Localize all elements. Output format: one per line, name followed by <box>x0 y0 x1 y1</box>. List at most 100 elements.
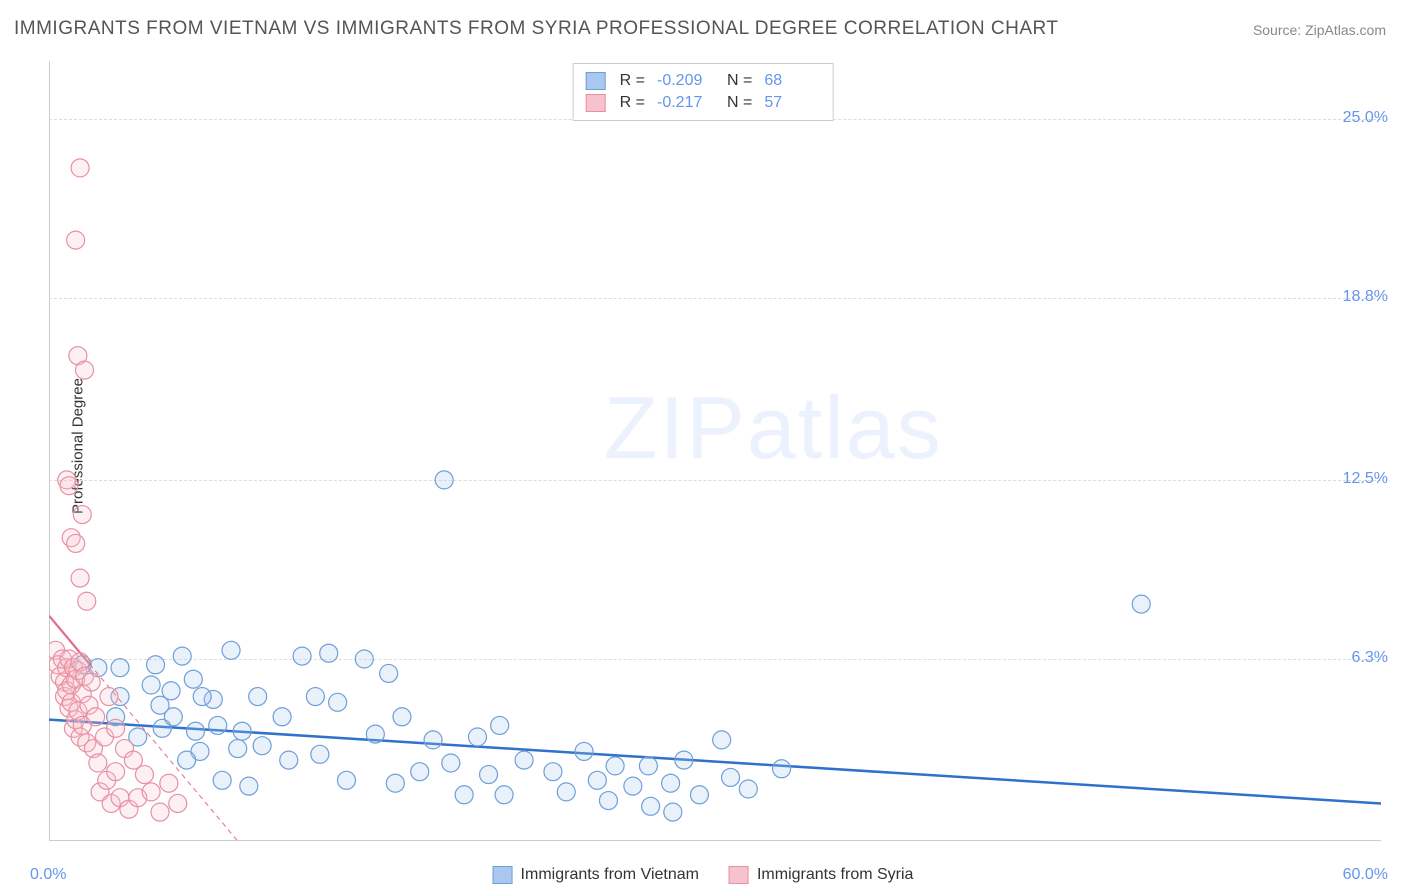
data-point <box>642 797 660 815</box>
data-point <box>222 641 240 659</box>
n-label: N = <box>727 94 752 112</box>
data-point <box>739 780 757 798</box>
data-point <box>187 722 205 740</box>
data-point <box>675 751 693 769</box>
r-value-vietnam: -0.209 <box>657 72 713 90</box>
data-point <box>355 650 373 668</box>
data-point <box>329 693 347 711</box>
data-point <box>87 708 105 726</box>
x-tick-max: 60.0% <box>1343 866 1388 884</box>
data-point <box>164 708 182 726</box>
data-point <box>599 792 617 810</box>
data-point <box>337 771 355 789</box>
data-point <box>366 725 384 743</box>
data-point <box>178 751 196 769</box>
data-point <box>71 159 89 177</box>
swatch-syria <box>586 94 606 112</box>
data-point <box>491 716 509 734</box>
swatch-vietnam <box>493 866 513 884</box>
data-point <box>253 737 271 755</box>
data-point <box>142 676 160 694</box>
data-point <box>273 708 291 726</box>
data-point <box>495 786 513 804</box>
data-point <box>1132 595 1150 613</box>
data-point <box>662 774 680 792</box>
data-point <box>67 534 85 552</box>
series-legend: Immigrants from Vietnam Immigrants from … <box>493 866 914 884</box>
data-point <box>515 751 533 769</box>
data-point <box>249 688 267 706</box>
data-point <box>664 803 682 821</box>
data-point <box>435 471 453 489</box>
data-point <box>73 506 91 524</box>
data-point <box>624 777 642 795</box>
data-point <box>89 754 107 772</box>
data-point <box>67 231 85 249</box>
data-point <box>588 771 606 789</box>
legend-label-syria: Immigrants from Syria <box>757 866 913 884</box>
data-point <box>107 763 125 781</box>
data-point <box>639 757 657 775</box>
data-point <box>442 754 460 772</box>
n-value-vietnam: 68 <box>764 72 820 90</box>
data-point <box>411 763 429 781</box>
data-point <box>107 719 125 737</box>
legend-label-vietnam: Immigrants from Vietnam <box>521 866 699 884</box>
data-point <box>424 731 442 749</box>
legend-item-syria: Immigrants from Syria <box>729 866 913 884</box>
r-label: R = <box>620 72 645 90</box>
data-point <box>184 670 202 688</box>
data-point <box>173 647 191 665</box>
r-label: R = <box>620 94 645 112</box>
data-point <box>135 766 153 784</box>
data-point <box>480 766 498 784</box>
scatter-svg <box>49 61 1381 841</box>
data-point <box>306 688 324 706</box>
data-point <box>76 361 94 379</box>
data-point <box>193 688 211 706</box>
data-point <box>229 740 247 758</box>
data-point <box>151 803 169 821</box>
data-point <box>209 716 227 734</box>
data-point <box>606 757 624 775</box>
data-point <box>280 751 298 769</box>
chart-title: IMMIGRANTS FROM VIETNAM VS IMMIGRANTS FR… <box>14 18 1058 40</box>
data-point <box>78 592 96 610</box>
data-point <box>111 659 129 677</box>
swatch-syria <box>729 866 749 884</box>
data-point <box>147 656 165 674</box>
swatch-vietnam <box>586 72 606 90</box>
data-point <box>468 728 486 746</box>
source-attribution: Source: ZipAtlas.com <box>1253 22 1386 38</box>
data-point <box>160 774 178 792</box>
data-point <box>233 722 251 740</box>
data-point <box>320 644 338 662</box>
n-value-syria: 57 <box>764 94 820 112</box>
data-point <box>380 664 398 682</box>
data-point <box>213 771 231 789</box>
data-point <box>142 783 160 801</box>
data-point <box>690 786 708 804</box>
data-point <box>240 777 258 795</box>
data-point <box>722 768 740 786</box>
data-point <box>557 783 575 801</box>
data-point <box>455 786 473 804</box>
data-point <box>544 763 562 781</box>
data-point <box>293 647 311 665</box>
data-point <box>393 708 411 726</box>
data-point <box>71 569 89 587</box>
stats-row-syria: R = -0.217 N = 57 <box>586 92 821 114</box>
data-point <box>60 477 78 495</box>
data-point <box>773 760 791 778</box>
legend-item-vietnam: Immigrants from Vietnam <box>493 866 699 884</box>
data-point <box>100 688 118 706</box>
data-point <box>575 742 593 760</box>
data-point <box>169 794 187 812</box>
data-point <box>386 774 404 792</box>
data-point <box>713 731 731 749</box>
r-value-syria: -0.217 <box>657 94 713 112</box>
data-point <box>162 682 180 700</box>
x-tick-min: 0.0% <box>30 866 66 884</box>
n-label: N = <box>727 72 752 90</box>
data-point <box>82 673 100 691</box>
